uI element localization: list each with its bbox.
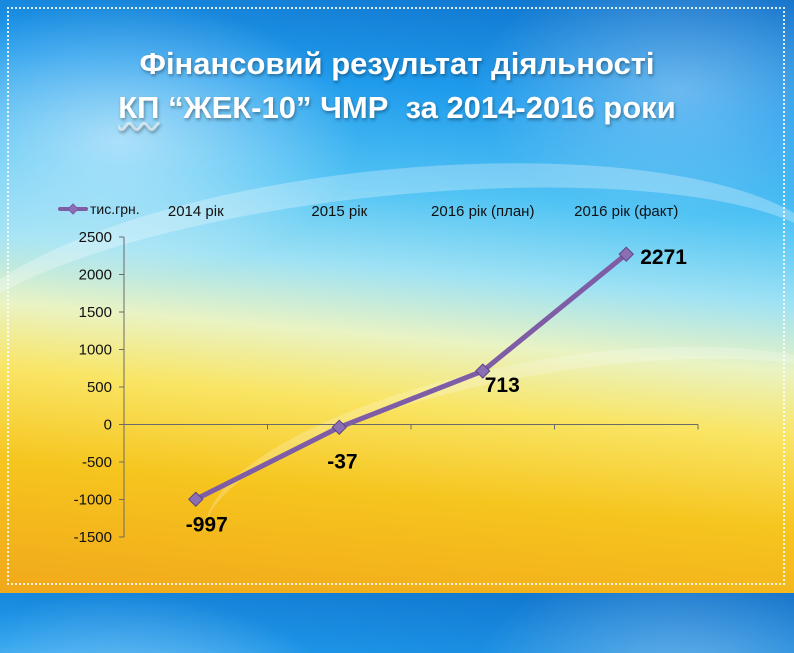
data-labels: -997 -37 713 2271 [186,246,688,536]
y-tick-labels: 2500 2000 1500 1000 500 0 -500 -1000 -1500 [74,229,112,546]
slide-frame [7,7,785,585]
data-label: 713 [485,374,520,397]
data-label: 2271 [640,246,687,269]
title-line-2: КП “ЖЕК-10” ЧМР за 2014-2016 роки [0,86,794,130]
data-marker [331,419,347,435]
category-label: 2016 рік (план) [431,203,534,220]
category-label: 2014 рік [168,203,224,220]
data-label: -997 [186,513,228,536]
markers [188,246,634,507]
y-tick-label: 0 [104,417,112,434]
data-marker [618,246,634,262]
title-line-2-rest: “ЖЕК-10” ЧМР за 2014-2016 роки [159,90,676,125]
category-label: 2016 рік (факт) [574,203,678,220]
series-line-group [193,251,629,502]
title-kp: КП [118,90,160,125]
y-tick-label: 1000 [79,342,112,359]
slide-title: Фінансовий результат діяльності КП “ЖЕК-… [0,42,794,130]
data-marker [188,491,204,507]
title-line-1: Фінансовий результат діяльності [139,46,655,81]
legend-label: тис.грн. [90,201,140,217]
y-tick-label: -1500 [74,529,112,546]
category-label: 2015 рік [311,203,367,220]
legend: тис.грн. [58,201,140,217]
axes [119,236,699,538]
y-tick-label: 2500 [79,229,112,246]
data-label: -37 [327,450,357,473]
y-tick-label: 500 [87,379,112,396]
data-marker [475,363,491,379]
line-chart: тис.грн. 2014 рік 2015 рік 2016 рік (план)… [58,201,699,546]
series-line [193,251,629,502]
legend-marker [67,203,79,215]
y-tick-label: -1000 [74,492,112,509]
y-tick-label: -500 [82,454,112,471]
y-tick-label: 1500 [79,304,112,321]
y-tick-label: 2000 [79,267,112,284]
category-labels: 2014 рік 2015 рік 2016 рік (план) 2016 рік … [168,203,679,220]
